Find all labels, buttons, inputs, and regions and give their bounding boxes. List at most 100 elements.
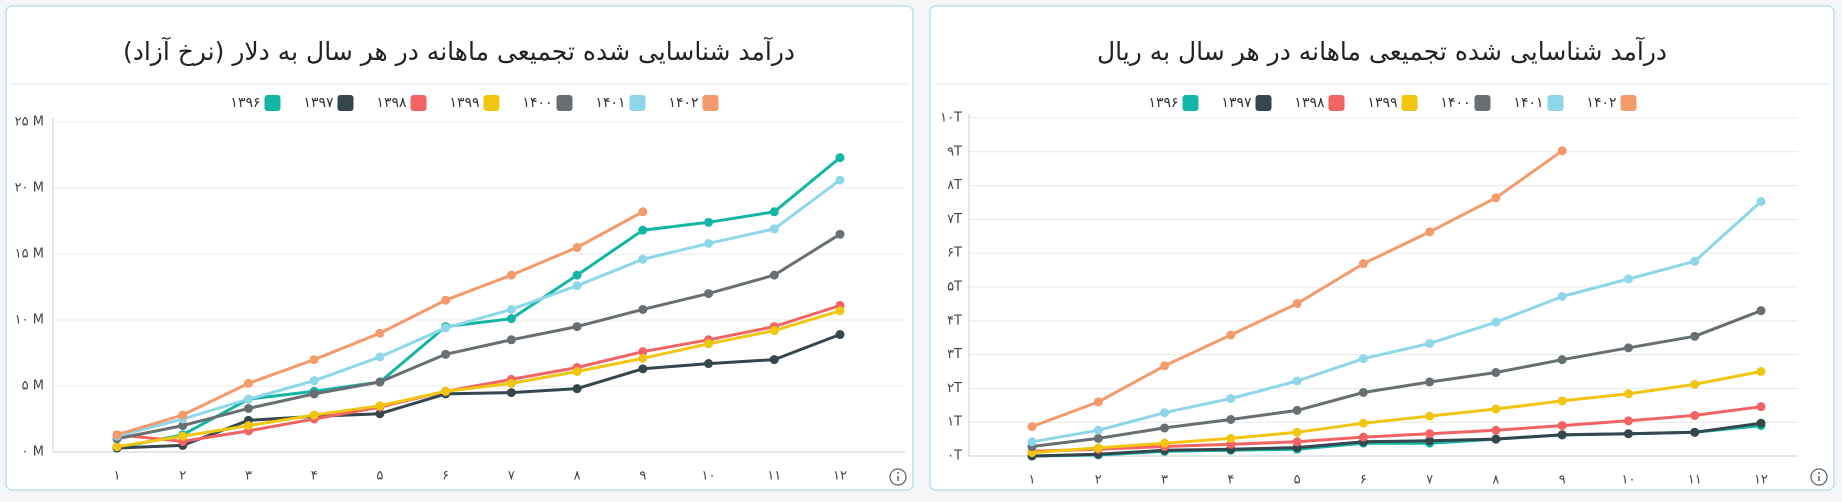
data-point	[1358, 354, 1368, 364]
data-point	[441, 349, 451, 359]
x-tick-label: ۵	[1294, 473, 1301, 488]
data-point	[1226, 330, 1236, 340]
y-tick-label: ۸T	[947, 178, 962, 193]
y-tick-label: ۱۰ M	[15, 313, 44, 328]
series-line	[116, 304, 841, 443]
legend-swatch	[702, 95, 719, 111]
data-point	[1425, 377, 1435, 387]
data-point	[572, 384, 582, 394]
y-tick-label: ۰ M	[22, 445, 44, 460]
data-point	[1226, 433, 1236, 443]
x-tick-label: ۸	[574, 469, 581, 484]
data-point	[1160, 361, 1170, 371]
x-tick-label: ۲	[179, 469, 186, 484]
data-point	[243, 403, 253, 413]
legend-label: ۱۳۹۹	[449, 95, 479, 111]
x-tick-label: ۱۱	[1688, 473, 1702, 488]
data-point	[1093, 397, 1103, 407]
data-point	[1491, 404, 1501, 414]
data-point	[572, 281, 582, 291]
y-tick-label: ۱۵ M	[15, 247, 44, 262]
data-point	[704, 289, 714, 299]
info-icon[interactable]	[1810, 468, 1828, 486]
legend-swatch	[1328, 95, 1345, 111]
data-point	[243, 394, 253, 404]
data-point	[1557, 355, 1567, 365]
x-tick-label: ۴	[1227, 473, 1234, 488]
info-icon[interactable]	[889, 468, 907, 486]
data-point	[1358, 259, 1368, 269]
data-point	[1292, 376, 1302, 386]
x-tick-label: ۵	[376, 469, 383, 484]
data-point	[1160, 408, 1170, 418]
data-point	[1292, 299, 1302, 309]
x-tick-label: ۷	[1426, 473, 1433, 488]
data-point	[1425, 411, 1435, 421]
data-point	[1623, 343, 1633, 353]
data-point	[506, 270, 516, 280]
data-point	[1690, 379, 1700, 389]
y-tick-label: ۵ M	[22, 379, 44, 394]
series-line	[1031, 309, 1762, 448]
data-point	[1160, 438, 1170, 448]
legend-swatch	[337, 95, 354, 111]
data-point	[1623, 389, 1633, 399]
legend-swatch	[1620, 95, 1637, 111]
legend-label: ۱۳۹۶	[1148, 95, 1178, 111]
data-point	[835, 330, 845, 340]
series-line	[1031, 370, 1762, 455]
data-point	[309, 410, 319, 420]
data-point	[1226, 414, 1236, 424]
legend-label: ۱۳۹۸	[376, 95, 407, 111]
legend-label: ۱۴۰۲	[668, 95, 698, 111]
y-tick-label: ۰T	[947, 449, 962, 464]
chart-title: درآمد شناسایی شده تجمیعی ماهانه در هر سا…	[1097, 36, 1667, 66]
data-point	[441, 323, 451, 333]
data-point	[1690, 427, 1700, 437]
data-point	[375, 409, 385, 419]
x-tick-label: ۶	[442, 469, 449, 484]
data-point	[506, 378, 516, 388]
data-point	[1557, 396, 1567, 406]
legend-swatch	[1547, 95, 1564, 111]
y-tick-label: ۱۰T	[940, 111, 962, 126]
series-line	[1031, 405, 1762, 453]
data-point	[1623, 274, 1633, 284]
x-tick-label: ۸	[1492, 473, 1499, 488]
data-point	[112, 430, 122, 440]
data-point	[1425, 227, 1435, 237]
legend-label: ۱۴۰۰	[522, 95, 552, 111]
legend-label: ۱۴۰۰	[1440, 95, 1470, 111]
y-tick-label: ۲۰ M	[15, 181, 44, 196]
data-point	[1756, 367, 1766, 376]
data-point	[1491, 434, 1501, 444]
chart-title: درآمد شناسایی شده تجمیعی ماهانه در هر سا…	[123, 36, 795, 66]
data-point	[1226, 394, 1236, 404]
legend-label: ۱۳۹۹	[1367, 95, 1397, 111]
data-point	[1756, 306, 1766, 316]
data-point	[309, 355, 319, 365]
legend-swatch	[1401, 95, 1418, 111]
series-line	[116, 178, 841, 438]
data-point	[243, 421, 253, 431]
data-point	[1425, 338, 1435, 348]
data-point	[375, 352, 385, 362]
x-tick-label: ۷	[508, 469, 515, 484]
legend-swatch	[629, 95, 646, 111]
data-point	[1027, 437, 1037, 447]
x-tick-label: ۹	[639, 469, 646, 484]
data-point	[638, 207, 648, 217]
legend-swatch	[410, 95, 427, 111]
data-point	[1425, 429, 1435, 439]
data-point	[375, 401, 385, 411]
data-point	[769, 270, 779, 280]
y-tick-label: ۵T	[947, 280, 962, 295]
x-tick-label: ۳	[1161, 473, 1168, 488]
data-point	[1557, 146, 1567, 156]
y-tick-label: ۳T	[947, 347, 962, 362]
series-line	[1031, 200, 1763, 444]
data-point	[506, 388, 516, 398]
data-point	[1557, 421, 1567, 431]
data-point	[769, 355, 779, 365]
legend-label: ۱۳۹۷	[303, 95, 334, 111]
